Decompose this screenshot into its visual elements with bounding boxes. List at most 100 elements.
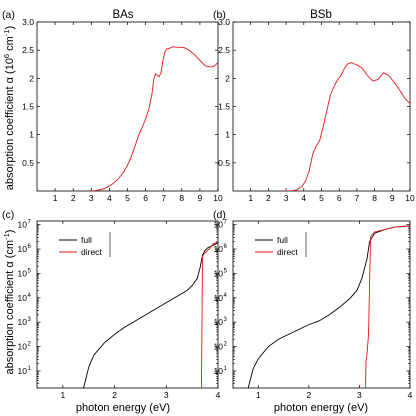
panel-d-legend-label: full — [277, 235, 288, 245]
ylabel-top-exp1: 6 — [2, 54, 11, 58]
panel-b-ytick-label: 1.5 — [218, 102, 230, 112]
panel-a-ytick-label: 1 — [29, 130, 34, 140]
panel-c-ytick-label: 10 — [18, 293, 28, 303]
panel-d-ytick-exponent: 3 — [224, 317, 228, 323]
panel-a-ytick-label: 2.5 — [22, 45, 34, 55]
panel-a-ytick-label: 2 — [29, 73, 34, 83]
panel-c-legend-label: direct — [81, 247, 102, 257]
panel-b-xtick-label: 10 — [405, 193, 415, 203]
ylabel-bottom-exp: -1 — [2, 233, 11, 240]
panel-d-ytick-exponent: 6 — [224, 244, 228, 250]
panel-a-xtick-label: 7 — [161, 193, 166, 203]
title-bsb: BSb — [310, 9, 332, 21]
panel-c-xtick-label: 1 — [60, 390, 65, 400]
panel-b-bsb: 1 2 3 4 5 6 7 8 9 10 0.5 1 1.5 2 2.5 3.0 — [218, 17, 415, 203]
panel-a-xtick-label: 10 — [213, 193, 223, 203]
panel-c-ytick-label: 10 — [18, 244, 28, 254]
panel-b-ytick-label: 3.0 — [218, 17, 230, 27]
panel-b-xtick-label: 2 — [266, 193, 271, 203]
panel-a-ytick-label: 3.0 — [22, 17, 34, 27]
panel-label-d: (d) — [213, 209, 226, 221]
panel-d-ytick-label: 10 — [214, 293, 224, 303]
ylabel-bottom-main: absorption coefficient α (cm — [4, 240, 16, 375]
panel-label-a: (a) — [2, 9, 15, 21]
panel-c-ytick-exponent: 1 — [28, 366, 32, 372]
panel-b-frame — [232, 21, 411, 192]
panel-a-xtick-label: 3 — [89, 193, 94, 203]
panel-c-line-direct — [201, 241, 218, 388]
ylabel-top-end: ) — [4, 26, 16, 30]
panel-b-xtick-label: 6 — [337, 193, 342, 203]
panel-b-line-series-0 — [286, 62, 410, 191]
panel-a-xtick-label: 4 — [107, 193, 112, 203]
panel-a-line-series-0 — [91, 46, 218, 191]
panel-c-ytick-label: 10 — [18, 220, 28, 230]
panel-d-ytick-label: 10 — [214, 244, 224, 254]
panel-d-ytick-label: 10 — [214, 268, 224, 278]
panel-d-ytick-exponent: 1 — [224, 366, 228, 372]
panel-d-frame — [232, 220, 411, 389]
panel-b-ytick-label: 2.5 — [218, 45, 230, 55]
panel-d-legend-label: direct — [277, 247, 298, 257]
panel-d-ytick-exponent: 2 — [224, 342, 228, 348]
panel-a-ytick-label: 0.5 — [22, 158, 34, 168]
panel-c-ytick-exponent: 6 — [28, 244, 32, 250]
panel-c-legend: full direct — [59, 232, 111, 257]
ylabel-bottom-end: ) — [4, 230, 16, 234]
title-bas: BAs — [112, 9, 133, 21]
panel-a-xtick-label: 1 — [53, 193, 58, 203]
panel-c-frame — [36, 220, 219, 389]
panel-b-xtick-label: 1 — [248, 193, 253, 203]
panel-a-xtick-label: 5 — [125, 193, 130, 203]
panel-d-legend: full direct — [255, 232, 307, 257]
panel-label-c: (c) — [2, 209, 14, 221]
panel-c-ytick-exponent: 3 — [28, 317, 32, 323]
panel-c-ytick-label: 10 — [18, 317, 28, 327]
ylabel-top-mid: cm — [4, 36, 16, 54]
panel-c-xtick-label: 2 — [112, 390, 117, 400]
ylabel-bottom: absorption coefficient α (cm-1) — [2, 230, 16, 375]
panel-c-xtick-label: 4 — [216, 390, 221, 400]
panel-d-ytick-exponent: 7 — [224, 220, 228, 226]
panel-d-xtick-label: 1 — [256, 390, 261, 400]
panel-c-ytick-exponent: 4 — [28, 293, 32, 299]
panel-b-xtick-label: 7 — [355, 193, 360, 203]
panel-d-ytick-label: 10 — [214, 220, 224, 230]
panel-c-ytick-label: 10 — [18, 268, 28, 278]
panel-c-line-full — [83, 242, 218, 388]
panel-label-b: (b) — [213, 9, 226, 21]
panel-b-xtick-label: 5 — [319, 193, 324, 203]
panel-c-ytick-label: 10 — [18, 342, 28, 352]
panel-b-ytick-label: 0.5 — [218, 158, 230, 168]
panel-d-xtick-label: 3 — [357, 390, 362, 400]
ylabel-top-main: absorption coefficient α (10 — [4, 58, 16, 190]
panel-d-ytick-label: 10 — [214, 342, 224, 352]
panel-d-ytick-label: 10 — [214, 366, 224, 376]
panel-d-xtick-label: 2 — [306, 390, 311, 400]
xlabel-c: photon energy (eV) — [76, 402, 170, 414]
ylabel-top-exp2: -1 — [2, 29, 11, 36]
panel-d-ytick-exponent: 4 — [224, 293, 228, 299]
panel-c-legend-label: full — [81, 235, 92, 245]
panel-c-xtick-label: 3 — [164, 390, 169, 400]
xlabel-d: photon energy (eV) — [274, 402, 368, 414]
panel-b-ytick-label: 2 — [225, 73, 230, 83]
panel-b-xtick-label: 4 — [301, 193, 306, 203]
panel-a-xtick-label: 6 — [143, 193, 148, 203]
panel-c-ytick-exponent: 7 — [28, 220, 32, 226]
panel-b-ytick-label: 1 — [225, 130, 230, 140]
panel-a-bas: 1 2 3 4 5 6 7 8 9 10 0.5 1 1.5 2 2.5 3.0 — [22, 17, 223, 203]
panel-b-xtick-label: 3 — [284, 193, 289, 203]
panel-a-xtick-label: 2 — [71, 193, 76, 203]
ylabel-top: absorption coefficient α (106 cm-1) — [2, 26, 16, 190]
panel-a-xtick-label: 8 — [179, 193, 184, 203]
panel-a-ytick-label: 1.5 — [22, 102, 34, 112]
panel-c-ytick-label: 10 — [18, 366, 28, 376]
panel-d-xtick-label: 4 — [408, 390, 413, 400]
panel-b-xtick-label: 9 — [390, 193, 395, 203]
panel-a-xtick-label: 9 — [198, 193, 203, 203]
panel-c-ytick-exponent: 5 — [28, 268, 32, 274]
